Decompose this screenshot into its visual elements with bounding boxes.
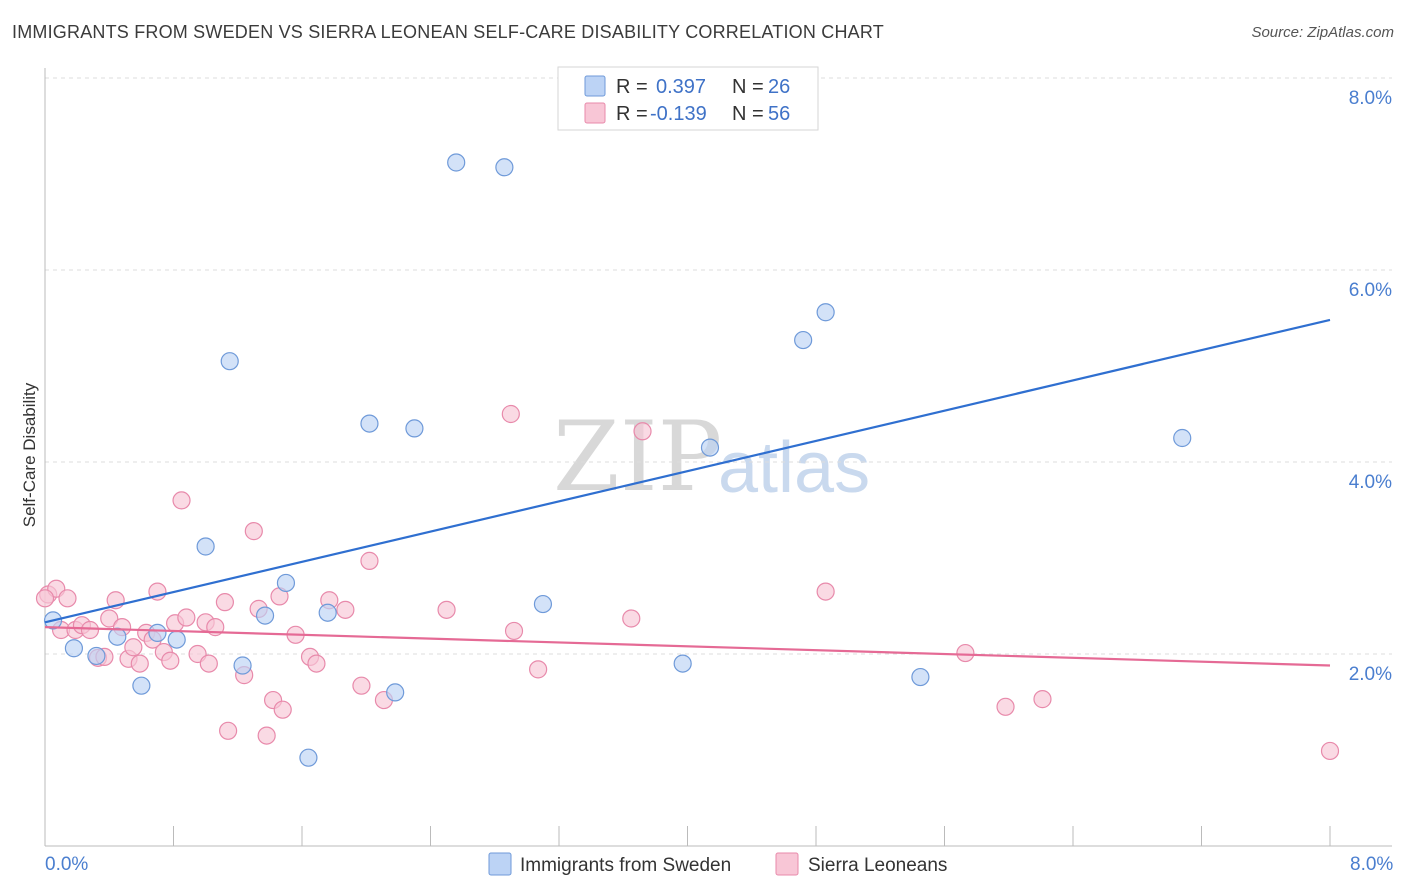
y-tick-label-2: 6.0% xyxy=(1349,280,1392,301)
sierra-leoneans-point-19 xyxy=(161,651,180,670)
sierra-leoneans-point-6 xyxy=(80,620,100,640)
sierra-leoneans-point-14 xyxy=(130,654,149,673)
sweden-point-3 xyxy=(108,627,127,646)
sweden-point-20 xyxy=(673,654,692,673)
sweden-point-12 xyxy=(299,748,318,767)
sweden-point-24 xyxy=(911,667,930,687)
sierra-leoneans-point-54 xyxy=(1320,741,1340,761)
y-tick-label-3: 8.0% xyxy=(1349,88,1392,109)
bottom-legend-swatch-pink xyxy=(775,852,799,876)
legend-n-label-pink: N = xyxy=(732,103,764,125)
watermark-zip: ZIP xyxy=(553,401,722,513)
sweden-point-11 xyxy=(276,573,296,593)
sierra-leoneans-point-27 xyxy=(215,593,234,612)
sweden-point-1 xyxy=(64,639,84,658)
legend-r-label-pink: R = xyxy=(616,103,648,125)
x-tick-label-min: 0.0% xyxy=(45,854,88,875)
correlation-legend: R = 0.397 N = 26 R = -0.139 N = 56 xyxy=(557,66,819,131)
sweden-point-7 xyxy=(196,537,215,556)
sierra-leoneans-point-9 xyxy=(100,609,119,628)
sweden-point-15 xyxy=(386,683,405,702)
sweden-point-25 xyxy=(1173,428,1192,448)
sierra-leoneans-point-28 xyxy=(219,721,238,740)
sierra-leoneans-point-21 xyxy=(172,491,191,510)
sierra-leoneans-point-41 xyxy=(352,676,371,695)
sierra-leoneans-point-32 xyxy=(257,726,276,745)
sweden-point-19 xyxy=(533,594,553,614)
sierra-leoneans-point-3 xyxy=(58,589,77,608)
x-tick-label-max: 8.0% xyxy=(1350,854,1393,875)
legend-r-value-blue: 0.397 xyxy=(656,76,706,98)
y-tick-label-1: 4.0% xyxy=(1349,472,1392,493)
legend-r-label-blue: R = xyxy=(616,76,648,98)
sweden-point-14 xyxy=(360,414,379,433)
trend-line-sweden xyxy=(44,318,1331,624)
sierra-leoneans-point-38 xyxy=(307,654,326,673)
sierra-leoneans-point-50 xyxy=(816,582,835,601)
series-sierra-leoneans xyxy=(35,404,1340,761)
x-axis-ticks xyxy=(44,826,1331,846)
legend-n-label-blue: N = xyxy=(732,76,764,98)
sweden-point-6 xyxy=(167,630,186,649)
sweden-point-9 xyxy=(233,656,252,675)
trend-lines xyxy=(44,318,1331,667)
bottom-legend-swatch-blue xyxy=(488,852,512,876)
bottom-legend-label-blue: Immigrants from Sweden xyxy=(520,855,731,876)
watermark-atlas: atlas xyxy=(718,428,870,508)
y-tick-labels: 2.0% 4.0% 6.0% 8.0% xyxy=(1349,88,1392,685)
source-label: Source: ZipAtlas.com xyxy=(1251,24,1394,41)
legend-swatch-pink xyxy=(584,102,606,124)
sierra-leoneans-point-46 xyxy=(504,621,524,641)
y-tick-label-0: 2.0% xyxy=(1349,664,1392,685)
sweden-point-2 xyxy=(87,646,106,666)
sierra-leoneans-point-30 xyxy=(244,522,263,541)
sweden-point-5 xyxy=(148,623,167,642)
bottom-legend-label-pink: Sierra Leoneans xyxy=(808,855,947,876)
sierra-leoneans-point-44 xyxy=(437,600,456,619)
sweden-point-13 xyxy=(318,603,337,622)
series-immigrants-from-sweden xyxy=(43,153,1192,767)
sierra-leoneans-point-47 xyxy=(529,660,548,679)
sweden-point-17 xyxy=(447,153,466,172)
sweden-point-4 xyxy=(132,676,151,695)
sierra-leoneans-point-13 xyxy=(124,638,143,657)
y-axis-label: Self-Care Disability xyxy=(20,382,39,527)
legend-r-value-pink: -0.139 xyxy=(650,103,707,125)
sierra-leoneans-point-55 xyxy=(35,589,55,608)
sweden-point-8 xyxy=(220,352,239,371)
chart-title: IMMIGRANTS FROM SWEDEN VS SIERRA LEONEAN… xyxy=(12,22,884,42)
sierra-leoneans-point-40 xyxy=(336,600,355,619)
sierra-leoneans-point-49 xyxy=(633,422,652,441)
sierra-leoneans-point-48 xyxy=(622,609,641,628)
legend-n-value-blue: 26 xyxy=(768,76,790,98)
gridlines xyxy=(45,77,1392,655)
sweden-point-16 xyxy=(405,419,424,438)
sweden-point-21 xyxy=(700,438,720,457)
sweden-point-10 xyxy=(255,606,275,625)
sierra-leoneans-point-22 xyxy=(177,608,196,627)
sweden-point-22 xyxy=(794,330,813,350)
sierra-leoneans-point-52 xyxy=(996,697,1015,716)
sweden-point-18 xyxy=(495,158,514,177)
sierra-leoneans-point-51 xyxy=(956,643,975,663)
sierra-leoneans-point-53 xyxy=(1033,690,1052,709)
sierra-leoneans-point-45 xyxy=(501,404,520,424)
legend-n-value-pink: 56 xyxy=(768,103,790,125)
sweden-point-23 xyxy=(816,303,835,322)
sierra-leoneans-point-35 xyxy=(273,700,292,719)
sierra-leoneans-point-42 xyxy=(360,551,379,570)
legend-swatch-blue xyxy=(584,75,606,97)
sierra-leoneans-point-25 xyxy=(199,654,218,673)
trend-line-sierra-leoneans xyxy=(44,626,1331,667)
series-legend: Immigrants from Sweden Sierra Leoneans xyxy=(488,852,947,876)
